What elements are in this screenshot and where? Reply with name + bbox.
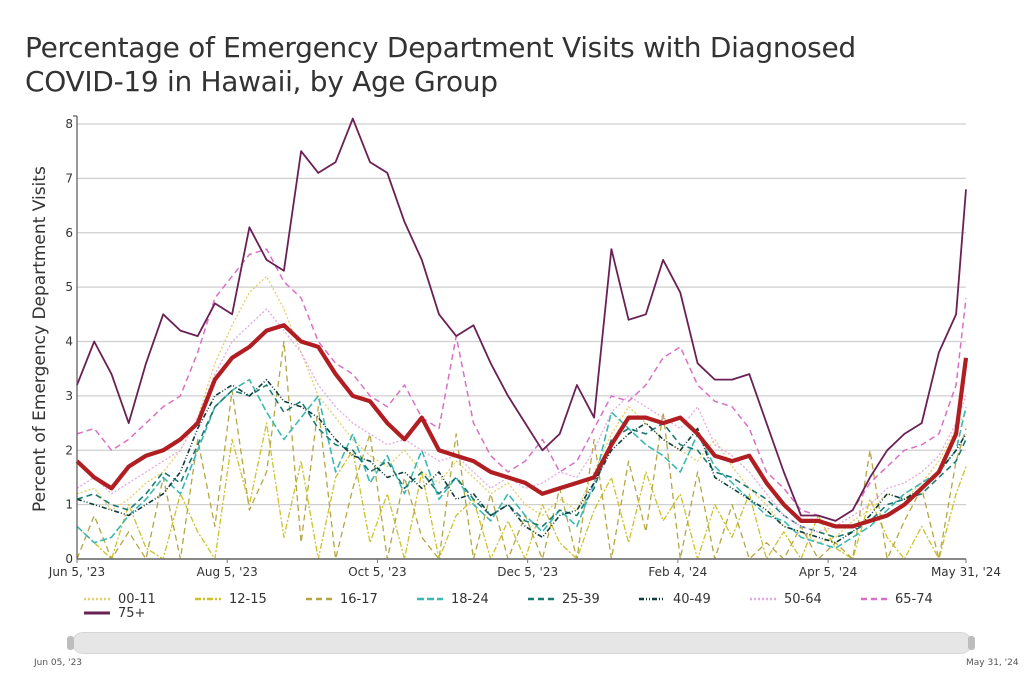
legend-label: 50-64 bbox=[784, 591, 822, 607]
y-tick-label: 3 bbox=[65, 389, 73, 403]
legend-item[interactable]: 18-24 bbox=[417, 591, 489, 607]
y-tick-label: 7 bbox=[65, 171, 73, 185]
legend-item[interactable]: 25-39 bbox=[528, 591, 600, 607]
range-start-handle[interactable] bbox=[67, 636, 74, 650]
series-line-75- bbox=[76, 117, 967, 522]
legend-item[interactable]: 40-49 bbox=[639, 591, 711, 607]
legend-swatch bbox=[528, 597, 554, 601]
x-tick-label: Apr 5, '24 bbox=[799, 565, 857, 579]
line-chart: 0 1 2 3 4 5 6 7 8 Jun 5, '23 Aug 5, '23 Oct 5, '23… bbox=[48, 115, 1001, 579]
legend-item[interactable]: 65-74 bbox=[861, 591, 933, 607]
series-line-all-ages bbox=[75, 323, 969, 529]
legend-label: 16-17 bbox=[340, 591, 378, 607]
legend-swatch bbox=[639, 597, 665, 601]
legend-item[interactable]: 50-64 bbox=[750, 591, 822, 607]
legend-label: 40-49 bbox=[673, 591, 711, 607]
legend-label: 65-74 bbox=[895, 591, 933, 607]
range-end-handle[interactable] bbox=[968, 636, 975, 650]
y-tick-labels: 0 1 2 3 4 5 6 7 8 bbox=[65, 117, 73, 566]
x-tick-label: May 31, '24 bbox=[931, 565, 1001, 579]
range-start-label: Jun 05, '23 bbox=[34, 658, 83, 668]
legend-item[interactable]: 75+ bbox=[84, 605, 146, 621]
y-tick-label: 5 bbox=[65, 280, 73, 294]
legend-swatch bbox=[84, 611, 110, 615]
legend-swatch bbox=[84, 597, 110, 601]
y-tick-label: 0 bbox=[65, 552, 73, 566]
series-line-25-39 bbox=[76, 384, 967, 539]
x-tick-label: Dec 5, '23 bbox=[497, 565, 558, 579]
y-tick-label: 2 bbox=[65, 443, 73, 457]
y-tick-label: 8 bbox=[65, 117, 73, 131]
y-tick-label: 1 bbox=[65, 498, 73, 512]
legend-swatch bbox=[861, 597, 887, 601]
y-tick-label: 6 bbox=[65, 226, 73, 240]
legend-swatch bbox=[750, 597, 776, 601]
range-navigator-track[interactable] bbox=[72, 632, 972, 654]
x-tick-label: Aug 5, '23 bbox=[197, 565, 258, 579]
legend-label: 75+ bbox=[118, 605, 146, 621]
series-line-40-49 bbox=[76, 378, 967, 544]
chart-title: Percentage of Emergency Department Visit… bbox=[25, 31, 856, 98]
legend-label: 00-11 bbox=[118, 591, 156, 607]
series-line-18-24 bbox=[76, 378, 967, 549]
range-end-label: May 31, '24 bbox=[966, 658, 1019, 668]
legend-label: 18-24 bbox=[451, 591, 489, 607]
legend-label: 25-39 bbox=[562, 591, 600, 607]
x-tick-label: Jun 5, '23 bbox=[48, 565, 105, 579]
gridlines bbox=[77, 123, 966, 506]
legend-item[interactable]: 16-17 bbox=[306, 591, 378, 607]
x-tick-label: Feb 4, '24 bbox=[648, 565, 707, 579]
axes bbox=[73, 115, 966, 560]
legend-swatch bbox=[306, 597, 332, 601]
legend-swatch bbox=[417, 597, 443, 601]
legend-label: 12-15 bbox=[229, 591, 267, 607]
series-lines bbox=[75, 117, 969, 560]
x-tick-label: Oct 5, '23 bbox=[348, 565, 406, 579]
y-tick-label: 4 bbox=[65, 335, 73, 349]
x-tick-labels: Jun 5, '23 Aug 5, '23 Oct 5, '23 Dec 5, '23… bbox=[48, 559, 1001, 579]
series-line-50-64 bbox=[76, 308, 967, 533]
legend-swatch bbox=[195, 597, 221, 601]
legend-item[interactable]: 12-15 bbox=[195, 591, 267, 607]
legend-item[interactable]: 00-11 bbox=[84, 591, 156, 607]
